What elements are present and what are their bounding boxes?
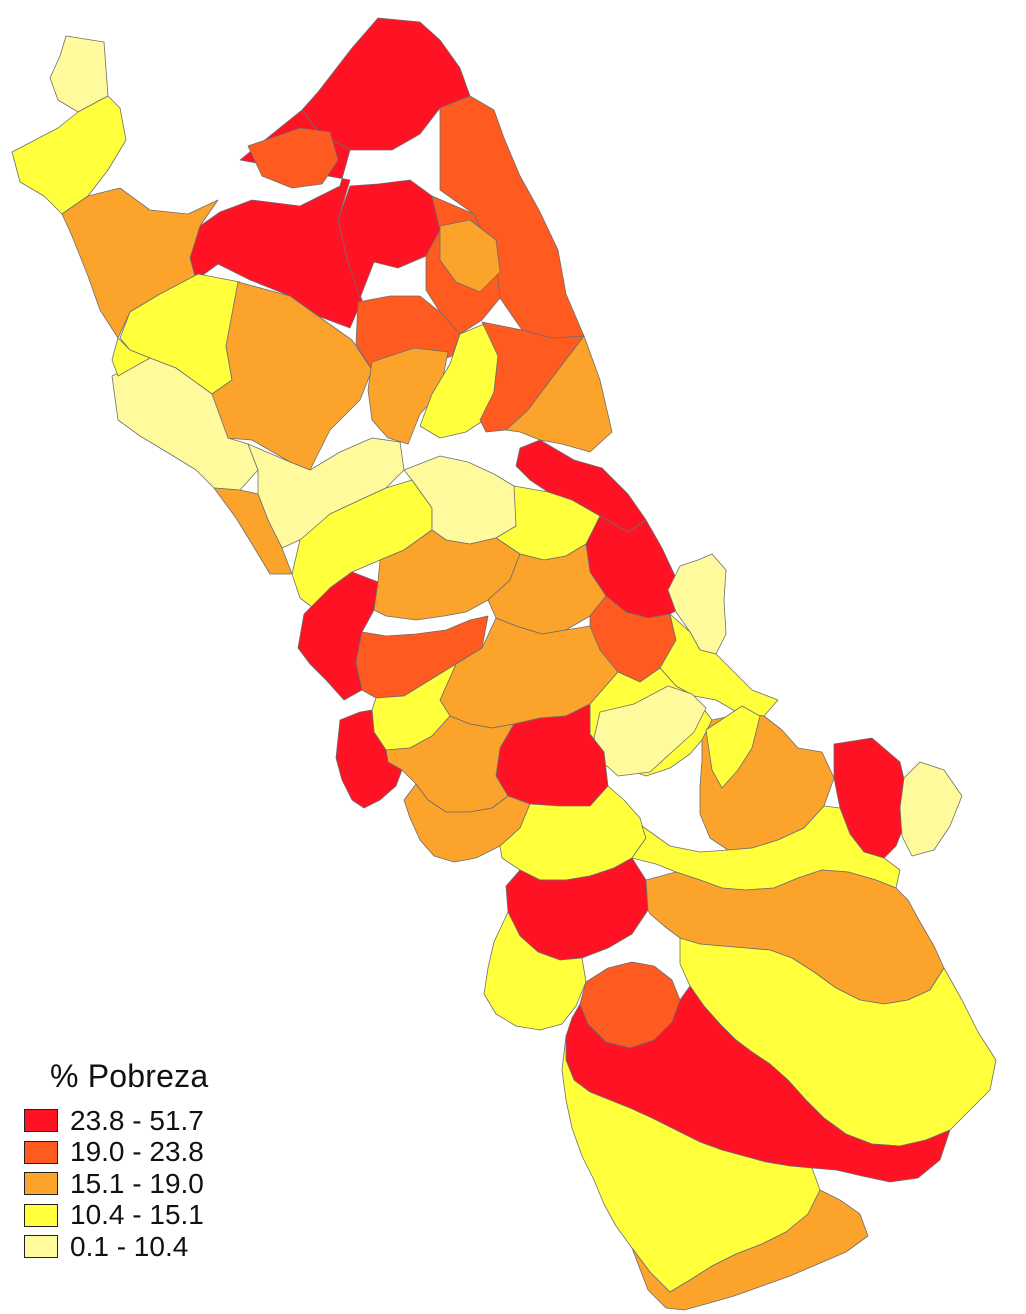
map-region [439, 219, 501, 293]
legend-label: 15.1 - 19.0 [70, 1167, 204, 1199]
map-region [111, 357, 259, 491]
map-region [483, 911, 587, 1031]
legend-item: 0.1 - 10.4 [24, 1231, 264, 1263]
map-region [337, 179, 441, 299]
legend-item: 19.0 - 23.8 [24, 1136, 264, 1169]
legend-label: 23.8 - 51.7 [70, 1104, 204, 1136]
legend-swatch [24, 1235, 58, 1259]
map-region [899, 761, 963, 857]
legend-title: % Pobreza [50, 1058, 209, 1094]
map-region [111, 337, 151, 377]
map-region [487, 543, 607, 635]
map-region [335, 709, 403, 809]
legend-item: 23.8 - 51.7 [24, 1105, 264, 1137]
legend-swatch [24, 1172, 58, 1196]
map-region [833, 737, 909, 859]
map-region [631, 1189, 869, 1311]
legend-item: 15.1 - 19.0 [24, 1168, 264, 1200]
map-legend: % Pobreza 23.8 - 51.7 19.0 - 23.8 15.1 - 1… [24, 1058, 264, 1263]
legend-swatch [24, 1203, 58, 1227]
map-region [213, 487, 293, 575]
legend-label: 10.4 - 15.1 [70, 1199, 204, 1231]
map-region [667, 553, 727, 655]
legend-label: 0.1 - 10.4 [70, 1230, 189, 1262]
legend-swatch [24, 1109, 58, 1133]
map-region [367, 347, 449, 445]
map-region [705, 705, 761, 789]
legend-swatch [24, 1140, 58, 1164]
map-region [49, 35, 109, 113]
legend-items: 23.8 - 51.7 19.0 - 23.8 15.1 - 19.0 10.4 - … [24, 1105, 264, 1263]
legend-label: 19.0 - 23.8 [70, 1136, 204, 1168]
legend-item: 10.4 - 15.1 [24, 1199, 264, 1232]
map-region [11, 95, 127, 215]
map-region [61, 187, 219, 339]
map-region [247, 127, 339, 189]
